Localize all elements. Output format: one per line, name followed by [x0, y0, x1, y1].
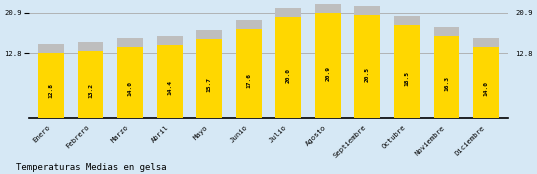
Bar	[197, 39, 222, 118]
Bar	[433, 27, 459, 118]
Bar	[354, 6, 380, 118]
Bar	[157, 36, 183, 118]
Bar	[315, 13, 340, 118]
Text: 18.5: 18.5	[404, 71, 409, 86]
Bar	[78, 42, 104, 118]
Text: 12.8: 12.8	[48, 83, 54, 98]
Bar	[78, 51, 104, 118]
Bar	[394, 16, 420, 118]
Bar	[473, 47, 499, 118]
Bar	[117, 47, 143, 118]
Text: 14.0: 14.0	[483, 81, 489, 96]
Text: Temperaturas Medias en gelsa: Temperaturas Medias en gelsa	[16, 163, 166, 172]
Text: 14.4: 14.4	[167, 80, 172, 95]
Text: 16.3: 16.3	[444, 76, 449, 91]
Text: 14.0: 14.0	[128, 81, 133, 96]
Bar	[433, 36, 459, 118]
Bar	[275, 8, 301, 118]
Bar	[38, 44, 64, 118]
Bar	[315, 3, 340, 118]
Text: 15.7: 15.7	[207, 77, 212, 92]
Text: 20.0: 20.0	[286, 68, 291, 83]
Text: 20.9: 20.9	[325, 66, 330, 81]
Bar	[394, 25, 420, 118]
Text: 20.5: 20.5	[365, 67, 370, 82]
Text: 17.6: 17.6	[246, 73, 251, 88]
Bar	[117, 38, 143, 118]
Bar	[197, 30, 222, 118]
Bar	[275, 17, 301, 118]
Bar	[38, 53, 64, 118]
Bar	[354, 15, 380, 118]
Text: 13.2: 13.2	[88, 82, 93, 97]
Bar	[473, 38, 499, 118]
Bar	[157, 45, 183, 118]
Bar	[236, 29, 262, 118]
Bar	[236, 20, 262, 118]
